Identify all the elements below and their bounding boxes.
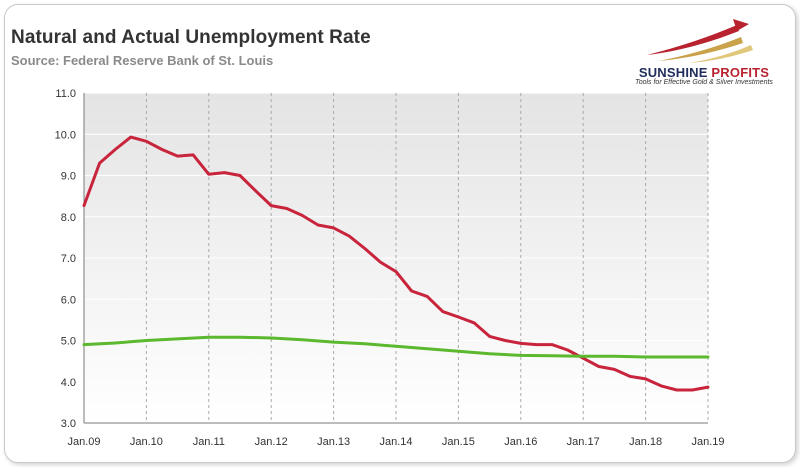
x-tick-label: Jan.09 (67, 436, 100, 448)
y-tick-label: 4.0 (61, 377, 76, 389)
x-tick-label: Jan.12 (255, 436, 288, 448)
x-tick-label: Jan.19 (691, 436, 724, 448)
y-tick-label: 6.0 (61, 294, 76, 306)
x-tick-label: Jan.13 (317, 436, 350, 448)
logo-name-part1: SUNSHINE (638, 65, 708, 80)
chart-subtitle: Source: Federal Reserve Bank of St. Loui… (11, 53, 274, 68)
y-tick-label: 3.0 (61, 418, 76, 430)
logo-name: SUNSHINE PROFITS (629, 65, 779, 80)
logo-swoosh-icon (647, 19, 753, 63)
x-tick-label: Jan.11 (193, 436, 225, 448)
x-tick-label: Jan.10 (130, 436, 163, 448)
x-tick-label: Jan.18 (629, 436, 662, 448)
y-tick-label: 9.0 (61, 171, 76, 183)
y-tick-label: 7.0 (61, 253, 76, 265)
y-tick-label: 5.0 (61, 336, 76, 348)
x-tick-label: Jan.14 (379, 436, 412, 448)
line-chart: 3.0 4.0 5.0 6.0 7.0 8.0 9.0 10.0 11.0 Jan.09 Jan.1… (55, 88, 725, 448)
chart-title: Natural and Actual Unemployment Rate (11, 27, 371, 48)
x-tick-label: Jan.15 (442, 436, 475, 448)
y-tick-label: 11.0 (55, 88, 76, 100)
chart-card: Natural and Actual Unemployment Rate Sou… (4, 4, 796, 463)
natural-unemployment-line (82, 335, 710, 359)
actual-unemployment-line (82, 135, 710, 392)
sunshine-profits-logo: SUNSHINE PROFITS Tools for Effective Gol… (629, 13, 789, 86)
y-tick-label: 10.0 (55, 129, 76, 141)
x-tick-label: Jan.17 (567, 436, 600, 448)
x-tick-label: Jan.16 (504, 436, 537, 448)
y-tick-label: 8.0 (61, 212, 76, 224)
logo-tagline: Tools for Effective Gold & Silver Invest… (635, 79, 773, 86)
logo-name-part2: PROFITS (711, 65, 770, 80)
